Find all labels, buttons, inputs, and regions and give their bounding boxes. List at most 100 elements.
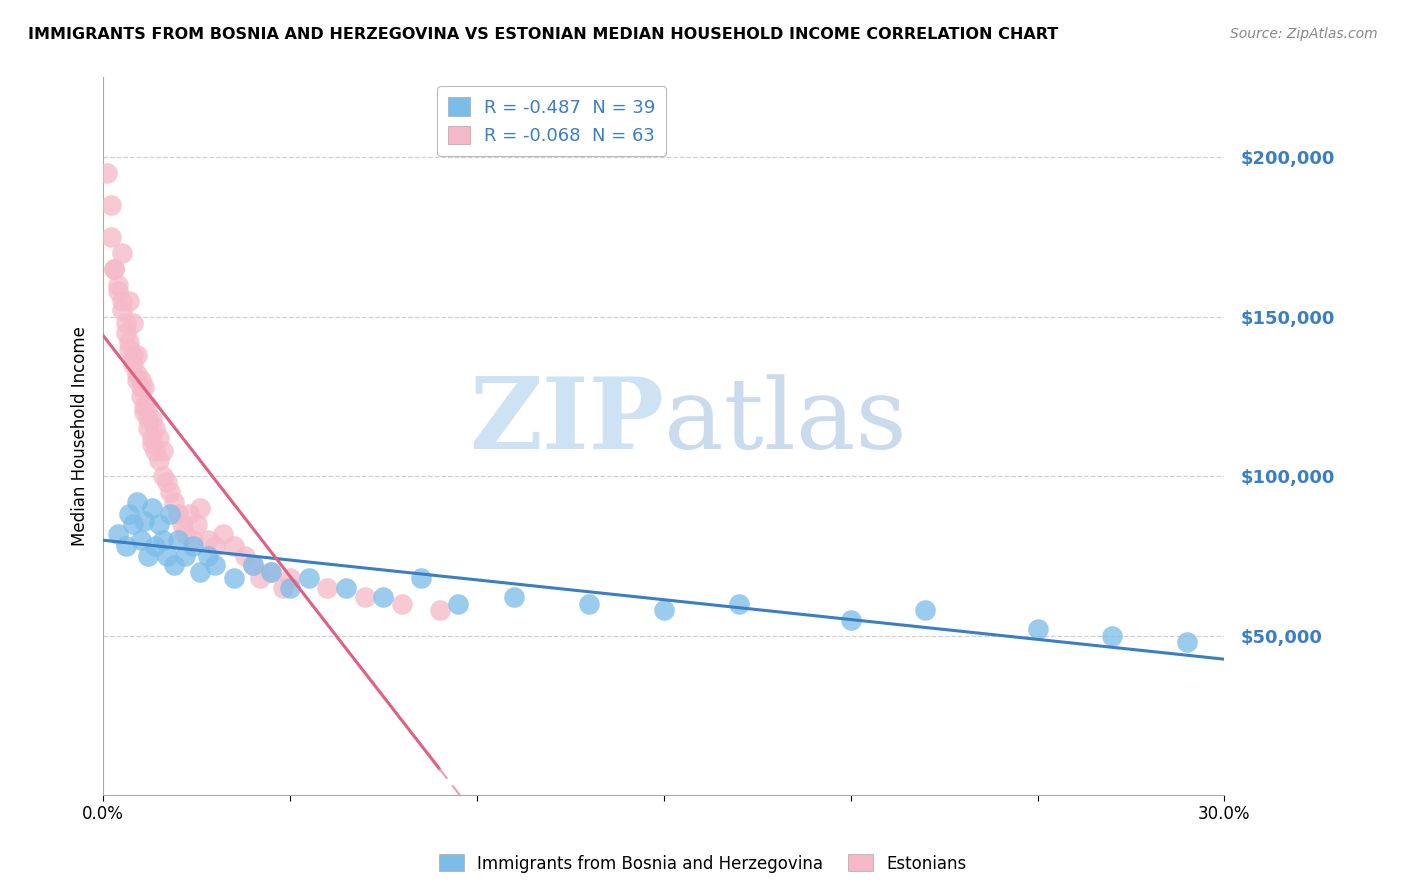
Point — [278, 571, 301, 585]
Point — [159, 508, 181, 522]
Point — [156, 549, 179, 563]
Point — [914, 603, 936, 617]
Point — [204, 539, 226, 553]
Point — [409, 571, 432, 585]
Point — [233, 549, 256, 563]
Point — [242, 558, 264, 573]
Point — [103, 261, 125, 276]
Point — [129, 380, 152, 394]
Point — [148, 516, 170, 531]
Point — [391, 597, 413, 611]
Text: ZIP: ZIP — [468, 374, 664, 470]
Point — [134, 399, 156, 413]
Point — [260, 565, 283, 579]
Point — [652, 603, 675, 617]
Point — [107, 284, 129, 298]
Point — [152, 469, 174, 483]
Point — [118, 508, 141, 522]
Point — [1026, 622, 1049, 636]
Point — [186, 516, 208, 531]
Point — [839, 613, 862, 627]
Point — [122, 516, 145, 531]
Point — [122, 348, 145, 362]
Point — [114, 539, 136, 553]
Point — [174, 526, 197, 541]
Point — [136, 399, 159, 413]
Point — [114, 326, 136, 340]
Point — [111, 293, 134, 308]
Point — [181, 533, 204, 547]
Point — [503, 591, 526, 605]
Point — [103, 261, 125, 276]
Point — [222, 571, 245, 585]
Point — [148, 431, 170, 445]
Point — [181, 539, 204, 553]
Point — [136, 411, 159, 425]
Text: IMMIGRANTS FROM BOSNIA AND HERZEGOVINA VS ESTONIAN MEDIAN HOUSEHOLD INCOME CORRE: IMMIGRANTS FROM BOSNIA AND HERZEGOVINA V… — [28, 27, 1059, 42]
Point — [141, 437, 163, 451]
Point — [159, 485, 181, 500]
Text: Source: ZipAtlas.com: Source: ZipAtlas.com — [1230, 27, 1378, 41]
Point — [163, 494, 186, 508]
Point — [249, 571, 271, 585]
Point — [129, 389, 152, 403]
Point — [152, 443, 174, 458]
Point — [136, 549, 159, 563]
Point — [278, 581, 301, 595]
Point — [125, 367, 148, 381]
Point — [429, 603, 451, 617]
Text: atlas: atlas — [664, 374, 907, 470]
Point — [163, 558, 186, 573]
Point — [167, 533, 190, 547]
Point — [107, 526, 129, 541]
Point — [197, 533, 219, 547]
Point — [122, 358, 145, 372]
Point — [111, 303, 134, 318]
Point — [134, 405, 156, 419]
Point — [373, 591, 395, 605]
Y-axis label: Median Household Income: Median Household Income — [72, 326, 89, 546]
Point — [125, 494, 148, 508]
Point — [118, 293, 141, 308]
Point — [316, 581, 339, 595]
Point — [260, 565, 283, 579]
Point — [125, 348, 148, 362]
Point — [447, 597, 470, 611]
Point — [170, 516, 193, 531]
Point — [204, 558, 226, 573]
Point — [335, 581, 357, 595]
Legend: Immigrants from Bosnia and Herzegovina, Estonians: Immigrants from Bosnia and Herzegovina, … — [433, 847, 973, 880]
Point — [145, 443, 167, 458]
Point — [111, 245, 134, 260]
Point — [129, 533, 152, 547]
Point — [271, 581, 294, 595]
Point — [211, 526, 233, 541]
Point — [122, 316, 145, 330]
Point — [125, 373, 148, 387]
Point — [96, 166, 118, 180]
Point — [114, 316, 136, 330]
Point — [167, 508, 190, 522]
Point — [107, 277, 129, 292]
Point — [118, 335, 141, 350]
Point — [197, 549, 219, 563]
Point — [1101, 629, 1123, 643]
Point — [136, 421, 159, 435]
Point — [1175, 635, 1198, 649]
Point — [141, 411, 163, 425]
Point — [578, 597, 600, 611]
Point — [134, 380, 156, 394]
Point — [174, 549, 197, 563]
Point — [100, 230, 122, 244]
Point — [188, 501, 211, 516]
Point — [156, 475, 179, 490]
Point — [100, 198, 122, 212]
Point — [118, 342, 141, 356]
Point — [222, 539, 245, 553]
Point — [148, 453, 170, 467]
Point — [177, 508, 200, 522]
Point — [353, 591, 375, 605]
Point — [141, 501, 163, 516]
Point — [188, 565, 211, 579]
Point — [727, 597, 749, 611]
